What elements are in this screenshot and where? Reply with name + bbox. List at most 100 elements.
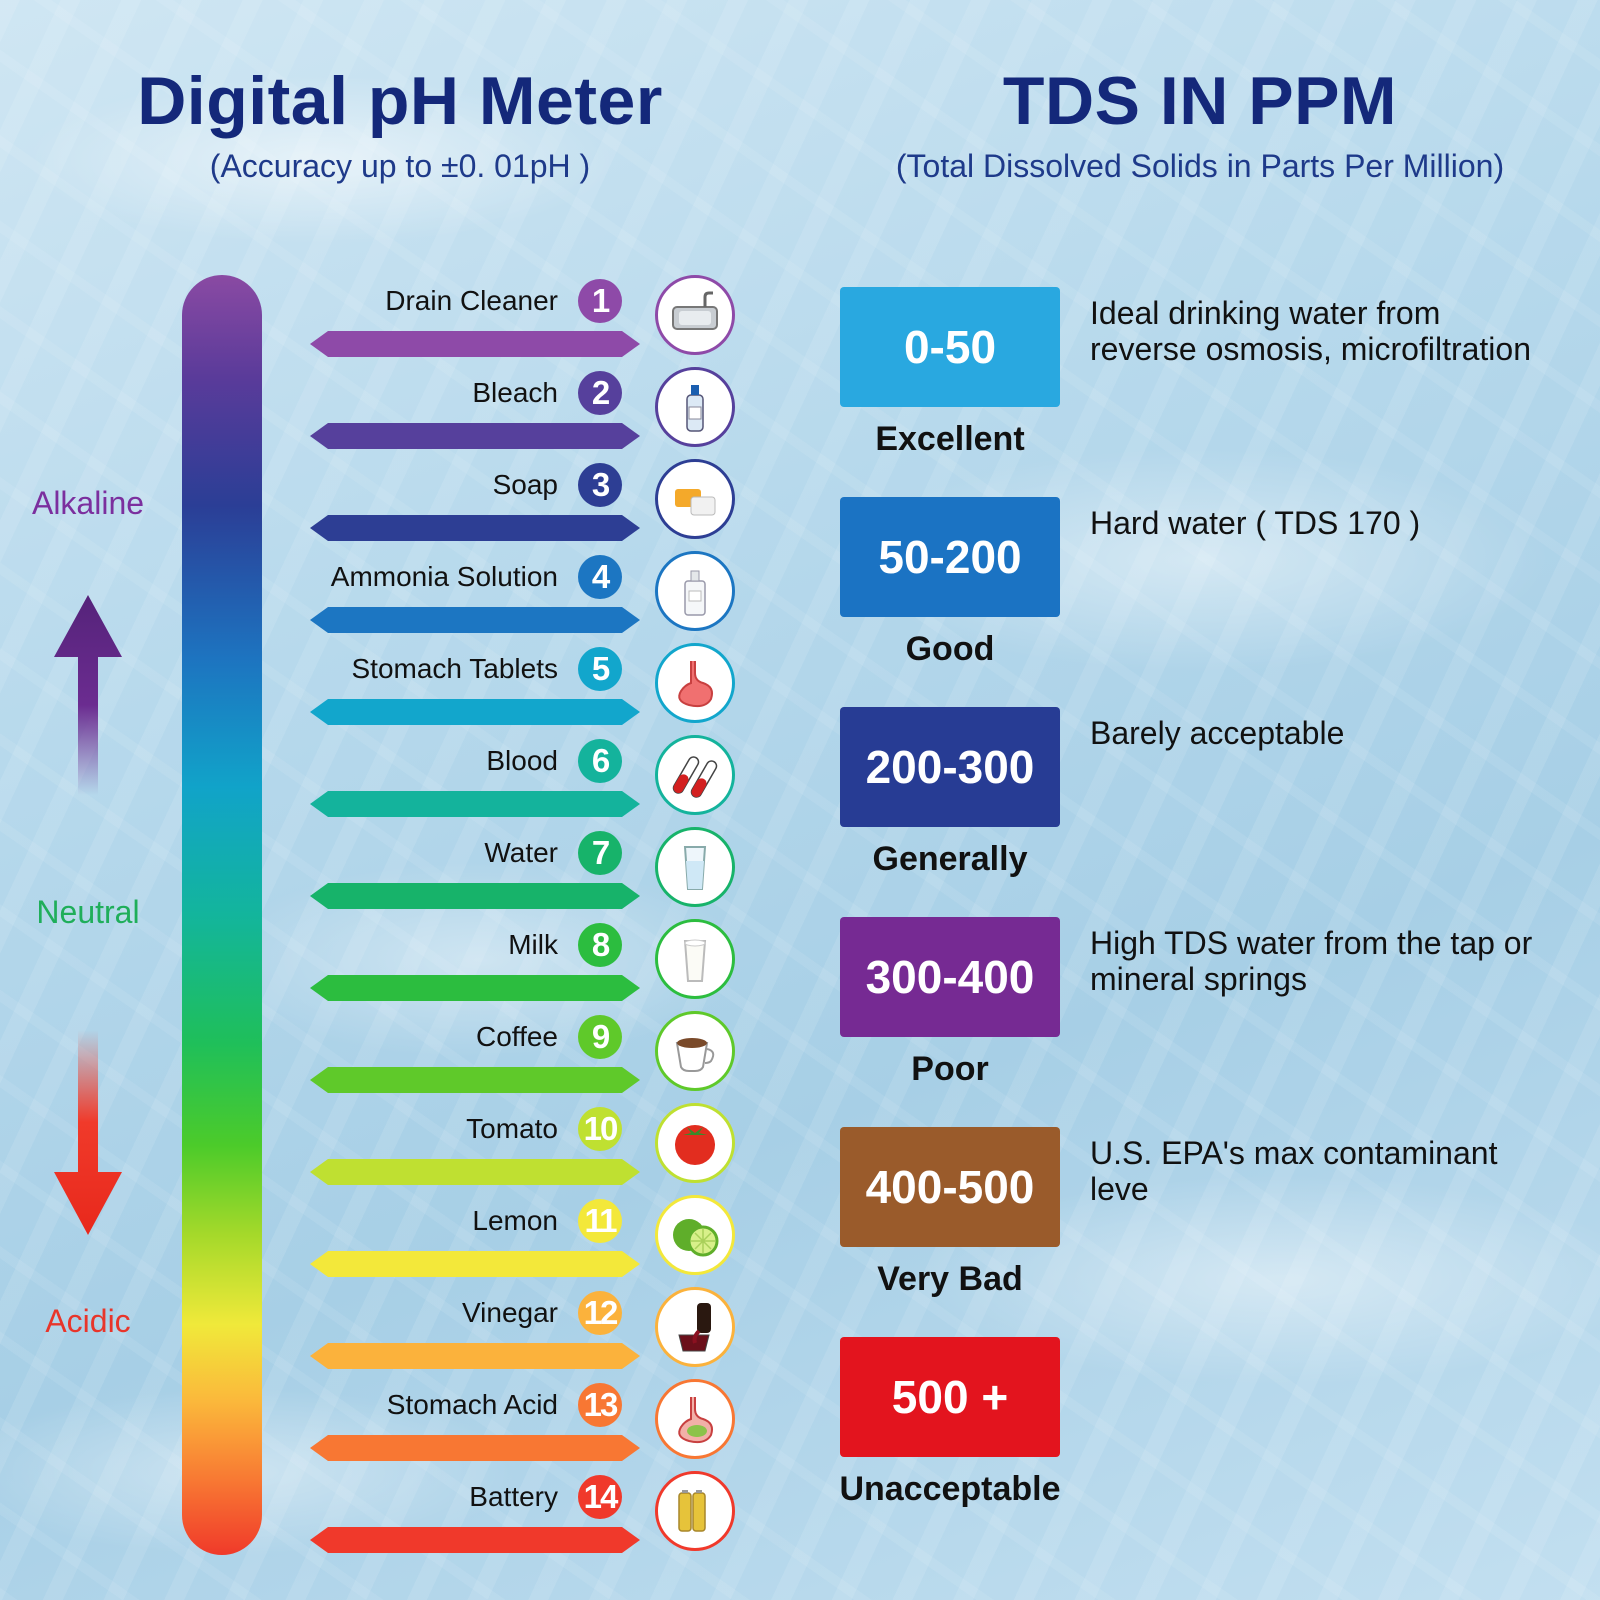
ph-item-label: Ammonia Solution <box>330 561 558 592</box>
ph-item-label: Water <box>484 837 558 868</box>
ph-double-arrow <box>310 1251 640 1277</box>
tds-range-box: 50-200 <box>840 497 1060 617</box>
sink-icon <box>655 275 735 355</box>
ph-scale-item: Milk 8 <box>300 919 740 1013</box>
ph-scale-item: Vinegar 12 <box>300 1287 740 1381</box>
ph-item-label: Stomach Acid <box>386 1389 558 1420</box>
ph-value-badge: 13 <box>578 1383 622 1427</box>
ph-value-badge: 1 <box>578 279 622 323</box>
acidic-label: Acidic <box>45 1303 131 1339</box>
ph-item-label: Vinegar <box>461 1297 558 1328</box>
bleach-bottle-icon <box>655 367 735 447</box>
ph-item-label: Bleach <box>472 377 558 408</box>
tds-level-row: 0-50 Excellent Ideal drinking water from r… <box>0 287 1600 492</box>
tds-range-box: 400-500 <box>840 1127 1060 1247</box>
ph-double-arrow <box>310 1435 640 1461</box>
vinegar-icon <box>655 1287 735 1367</box>
tds-level-row: 50-200 Good Hard water ( TDS 170 ) <box>0 497 1600 702</box>
ph-value-badge: 9 <box>578 1015 622 1059</box>
tds-description: U.S. EPA's max contaminant leve <box>1090 1135 1498 1207</box>
ph-scale-item: Blood 6 <box>300 735 740 829</box>
milk-glass-icon <box>655 919 735 999</box>
water-glass-icon <box>655 827 735 907</box>
neutral-label: Neutral <box>36 894 140 930</box>
tds-description: Ideal drinking water from reverse osmosi… <box>1090 295 1531 367</box>
blood-tubes-icon <box>655 735 735 815</box>
tds-rating-label: Poor <box>911 1050 989 1088</box>
tds-level-row: 300-400 Poor High TDS water from the tap o… <box>0 917 1600 1122</box>
tds-header: TDS IN PPM (Total Dissolved Solids in Pa… <box>830 62 1570 185</box>
ph-value-badge: 10 <box>578 1107 622 1151</box>
ph-scale-item: Ammonia Solution 4 <box>300 551 740 645</box>
ph-double-arrow <box>310 1527 640 1553</box>
tds-rating-label: Good <box>905 630 995 668</box>
ph-double-arrow <box>310 607 640 633</box>
tds-rating-label: Very Bad <box>877 1260 1023 1298</box>
ph-item-label: Lemon <box>472 1205 558 1236</box>
ph-double-arrow <box>310 1343 640 1369</box>
alkaline-up-arrow-icon <box>54 595 122 795</box>
tds-title: TDS IN PPM <box>1002 63 1398 139</box>
ph-scale-item: Stomach Tablets 5 <box>300 643 740 737</box>
ph-value-badge: 4 <box>578 555 622 599</box>
tds-description: Hard water ( TDS 170 ) <box>1090 505 1421 541</box>
ph-double-arrow <box>310 883 640 909</box>
tds-range-box: 0-50 <box>840 287 1060 407</box>
ph-value-badge: 7 <box>578 831 622 875</box>
battery-icon <box>655 1471 735 1551</box>
ph-item-label: Stomach Tablets <box>351 653 559 684</box>
coffee-cup-icon <box>655 1011 735 1091</box>
ph-double-arrow <box>310 515 640 541</box>
stomach-icon <box>655 643 735 723</box>
tds-description: High TDS water from the tap or mineral s… <box>1090 925 1533 997</box>
ph-item-label: Coffee <box>476 1021 558 1052</box>
ph-double-arrow <box>310 331 640 357</box>
ph-item-label: Battery <box>469 1481 558 1512</box>
tomato-icon <box>655 1103 735 1183</box>
ph-double-arrow <box>310 1067 640 1093</box>
ph-item-label: Milk <box>508 929 558 960</box>
tds-level-row: 400-500 Very Bad U.S. EPA's max contaminan… <box>0 1127 1600 1332</box>
ph-scale-item: Tomato 10 <box>300 1103 740 1197</box>
ph-value-badge: 2 <box>578 371 622 415</box>
ph-double-arrow <box>310 1159 640 1185</box>
ammonia-bottle-icon <box>655 551 735 631</box>
ph-scale-item: Coffee 9 <box>300 1011 740 1105</box>
tds-rating-label: Excellent <box>875 420 1025 458</box>
lime-icon <box>655 1195 735 1275</box>
ph-value-badge: 3 <box>578 463 622 507</box>
tds-range-box: 200-300 <box>840 707 1060 827</box>
ph-meter-header: Digital pH Meter (Accuracy up to ±0. 01p… <box>90 62 710 185</box>
ph-double-arrow <box>310 975 640 1001</box>
ph-scale-item: Bleach 2 <box>300 367 740 461</box>
tds-level-row: 200-300 Generally Barely acceptable <box>0 707 1600 912</box>
ph-gradient-bar <box>182 275 262 1555</box>
ph-item-label: Drain Cleaner <box>385 285 558 316</box>
tds-rating-label: Generally <box>872 840 1028 878</box>
ph-value-badge: 5 <box>578 647 622 691</box>
tds-level-row: 500 + Unacceptable <box>0 1337 1600 1542</box>
ph-scale-item: Water 7 <box>300 827 740 921</box>
ph-item-label: Blood <box>486 745 558 776</box>
ph-value-badge: 12 <box>578 1291 622 1335</box>
ph-item-label: Soap <box>492 469 558 500</box>
tds-range-box: 300-400 <box>840 917 1060 1037</box>
soap-icon <box>655 459 735 539</box>
ph-double-arrow <box>310 699 640 725</box>
ph-double-arrow <box>310 791 640 817</box>
ph-value-badge: 6 <box>578 739 622 783</box>
tds-description: Barely acceptable <box>1090 715 1345 751</box>
tds-rating-label: Unacceptable <box>839 1470 1061 1508</box>
ph-value-badge: 11 <box>578 1199 622 1243</box>
tds-subtitle: (Total Dissolved Solids in Parts Per Mil… <box>895 148 1505 184</box>
ph-scale-item: Drain Cleaner 1 <box>300 275 740 369</box>
acidic-down-arrow-icon <box>54 1030 122 1235</box>
alkaline-label: Alkaline <box>31 485 145 521</box>
ph-double-arrow <box>310 423 640 449</box>
ph-scale-item: Battery 14 <box>300 1471 740 1565</box>
ph-item-label: Tomato <box>466 1113 558 1144</box>
ph-value-badge: 14 <box>578 1475 622 1519</box>
ph-meter-title: Digital pH Meter <box>137 63 663 139</box>
tds-range-box: 500 + <box>840 1337 1060 1457</box>
ph-scale-item: Soap 3 <box>300 459 740 553</box>
